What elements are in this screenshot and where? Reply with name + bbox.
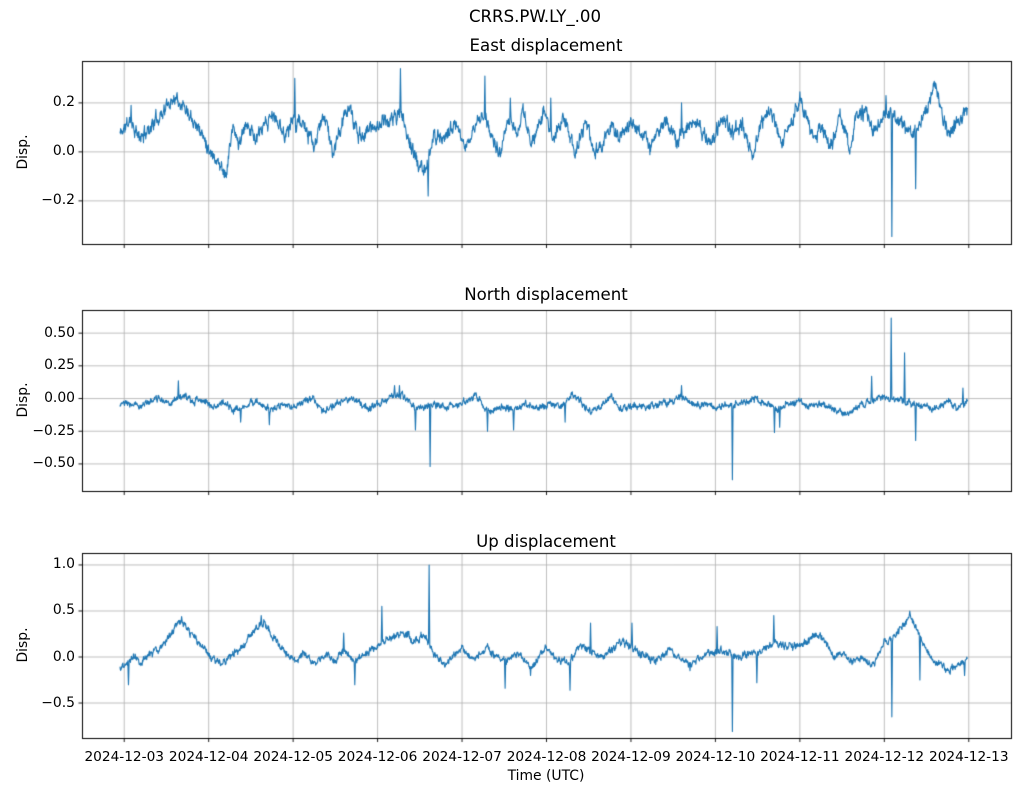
x-tick-label: 2024-12-11 [760,749,840,765]
y-tick-label: 1.0 [52,556,75,573]
y-tick-label: −0.5 [41,694,75,711]
x-tick-label: 2024-12-03 [84,749,164,765]
y-tick-label: 0.5 [52,602,75,619]
x-tick-label: 2024-12-10 [675,749,756,765]
x-tick-label: 2024-12-06 [337,749,418,765]
y-tick-label: 0.00 [44,390,75,407]
figure-title: CRRS.PW.LY_.00 [468,7,602,26]
x-tick-label: 2024-12-05 [253,749,333,765]
y-tick-label: 0.2 [52,94,75,111]
y-tick-label: 0.25 [44,357,75,374]
y-tick-label: −0.2 [41,192,75,209]
subplot-up-title: Up displacement [476,532,616,551]
x-tick-label: 2024-12-04 [168,749,249,765]
x-tick-label: 2024-12-08 [506,749,587,765]
y-tick-label: 0.0 [52,143,75,160]
x-axis-label: Time (UTC) [507,768,585,784]
x-tick-label: 2024-12-12 [844,749,925,765]
subplot-north-title: North displacement [464,285,628,304]
y-tick-label: 0.50 [44,324,75,341]
y-tick-label: 0.0 [52,648,75,665]
x-tick-label: 2024-12-13 [928,749,1009,765]
x-tick-label: 2024-12-07 [422,749,502,765]
y-tick-label: −0.50 [32,455,75,472]
y-tick-label: −0.25 [32,422,75,439]
subplot-east-title: East displacement [469,36,623,55]
x-tick-label: 2024-12-09 [591,749,671,765]
